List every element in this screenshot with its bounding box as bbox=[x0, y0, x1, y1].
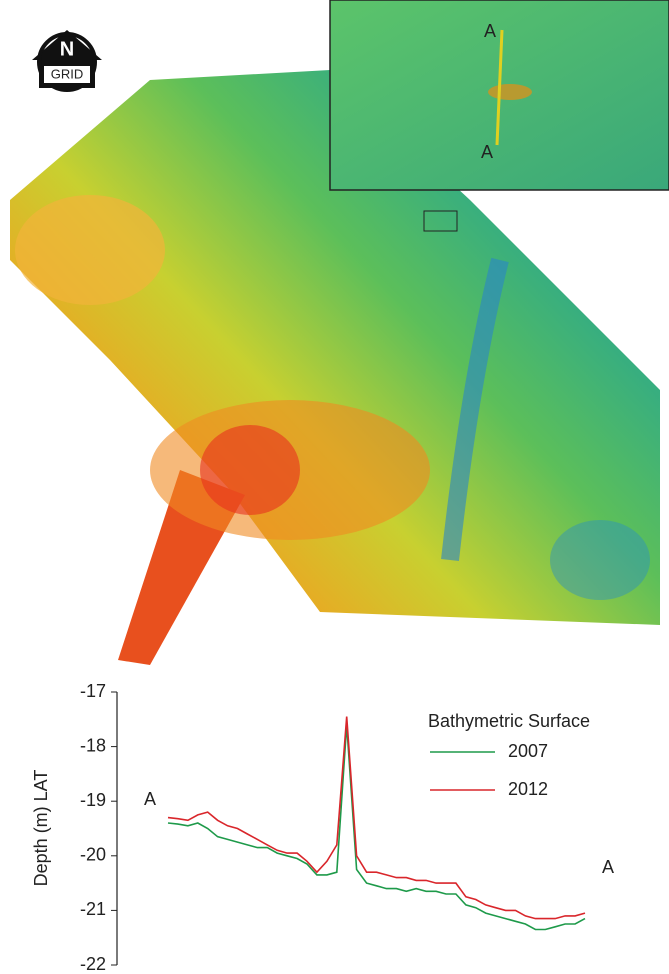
y-tick-label: -20 bbox=[80, 845, 106, 865]
y-tick-label: -17 bbox=[80, 681, 106, 701]
bathymetry-map: A A N GRID bbox=[10, 0, 669, 665]
grid-label: GRID bbox=[51, 66, 84, 81]
y-tick-label: -18 bbox=[80, 735, 106, 755]
section-end-label: A bbox=[602, 857, 614, 877]
legend-label: 2007 bbox=[508, 741, 548, 761]
north-arrow: N GRID bbox=[32, 30, 102, 92]
data-line bbox=[167, 716, 586, 920]
profile-chart: Depth (m) LAT Bathymetric Surface A A -1… bbox=[31, 681, 614, 974]
section-label: A bbox=[484, 21, 496, 41]
data-line bbox=[167, 724, 586, 931]
y-axis-label: Depth (m) LAT bbox=[31, 770, 51, 887]
north-label: N bbox=[60, 38, 74, 60]
legend-label: 2012 bbox=[508, 779, 548, 799]
y-tick-label: -22 bbox=[80, 954, 106, 974]
y-tick-label: -19 bbox=[80, 790, 106, 810]
legend-title: Bathymetric Surface bbox=[428, 711, 590, 731]
section-start-label: A bbox=[144, 789, 156, 809]
section-label: A bbox=[481, 142, 493, 162]
y-tick-label: -21 bbox=[80, 899, 106, 919]
